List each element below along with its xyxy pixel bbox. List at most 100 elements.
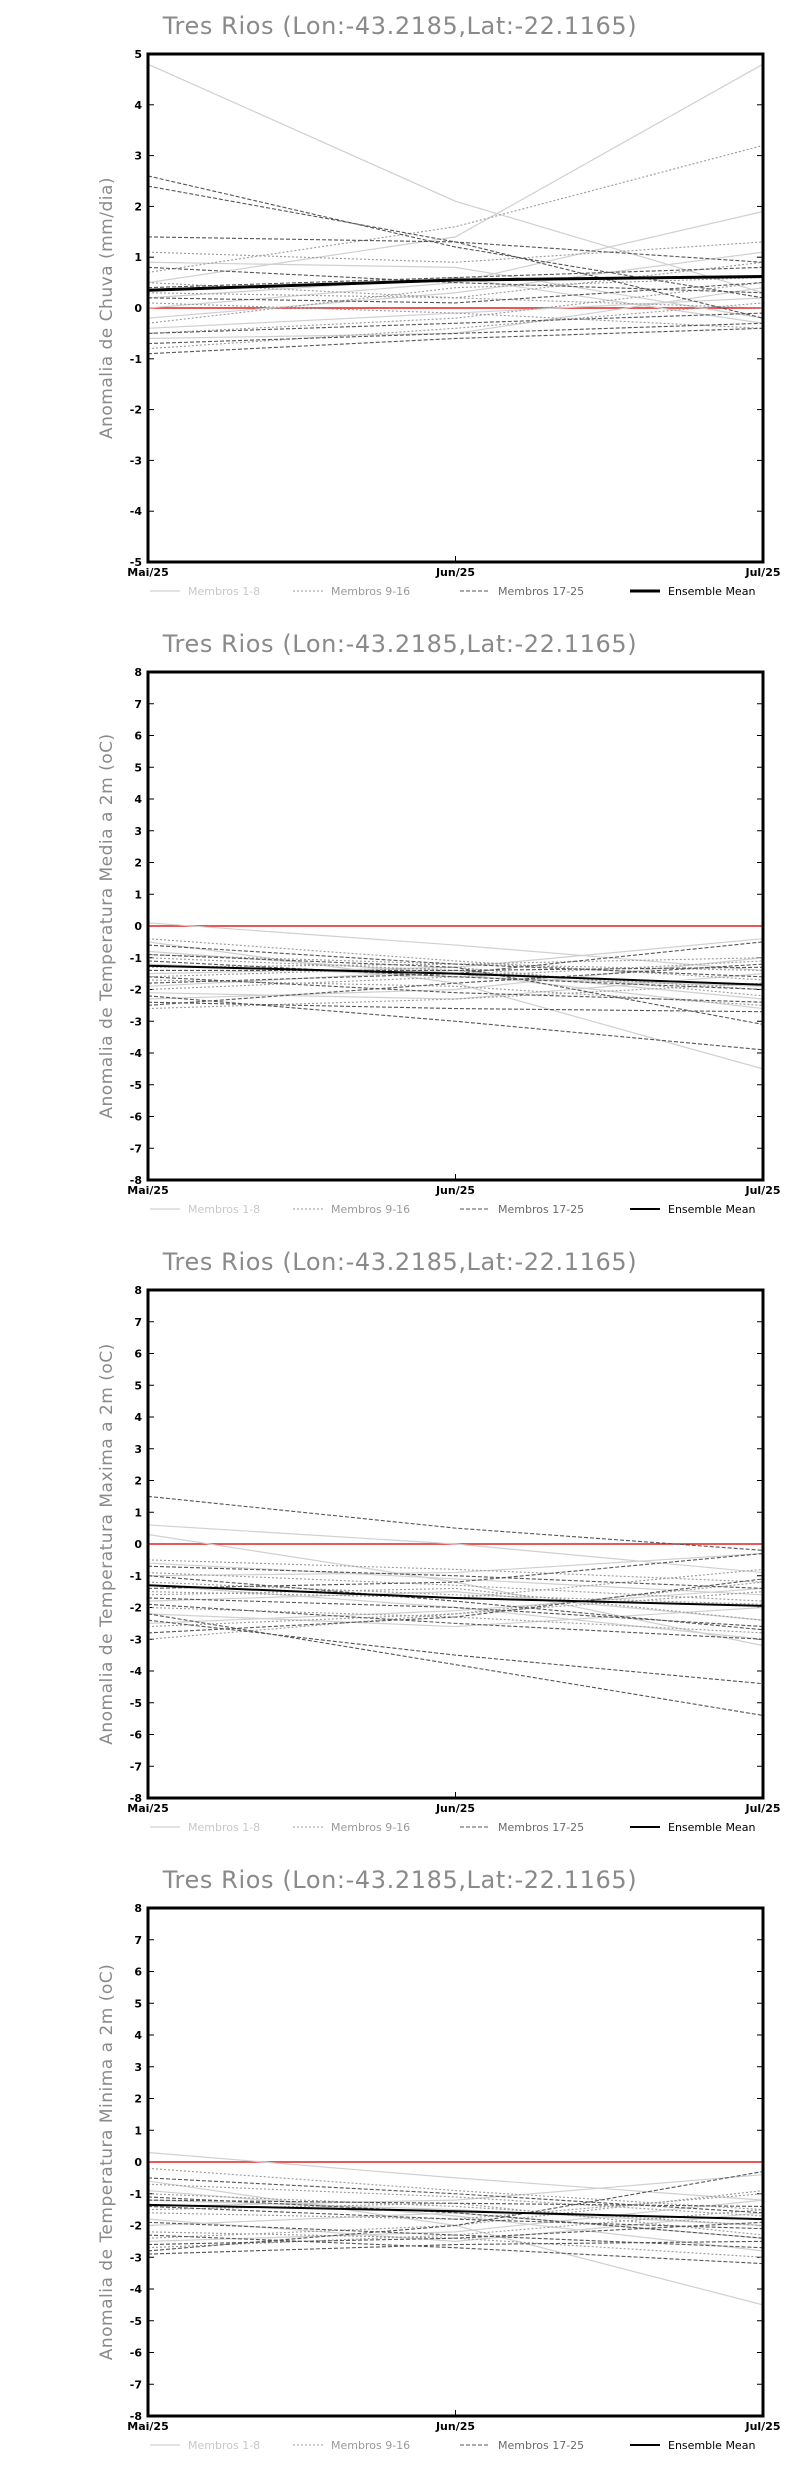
series-line-members-9-16 — [148, 2193, 763, 2220]
series-line-members-17-25 — [148, 976, 763, 1003]
chart-panel-3: Tres Rios (Lon:-43.2185,Lat:-22.1165) Ano… — [0, 1236, 800, 1854]
y-tick-label: -5 — [130, 1697, 142, 1710]
series-line-members-17-25 — [148, 1575, 763, 1631]
y-tick-label: -7 — [130, 1142, 142, 1155]
series-line-members-17-25 — [148, 185, 763, 319]
series-line-members-9-16 — [148, 2202, 763, 2236]
y-tick-label: 7 — [134, 1934, 142, 1947]
series-line-members-9-16 — [148, 954, 763, 965]
y-tick-label: 0 — [134, 1538, 142, 1551]
series-line-members-1-8 — [148, 63, 763, 284]
y-tick-label: 0 — [134, 302, 142, 315]
x-tick-label: Mai/25 — [127, 566, 168, 579]
series-line-members-9-16 — [148, 2231, 763, 2258]
legend-label: Membros 1-8 — [188, 2439, 260, 2452]
y-tick-label: 7 — [134, 1316, 142, 1329]
y-tick-label: -1 — [130, 353, 142, 366]
legend-label: Ensemble Mean — [668, 585, 755, 598]
y-tick-label: 5 — [134, 48, 142, 61]
series-line-members-17-25 — [148, 954, 763, 1025]
series-line-members-9-16 — [148, 938, 763, 981]
series-line-members-9-16 — [148, 144, 763, 273]
series-line-members-9-16 — [148, 276, 763, 324]
y-tick-label: 2 — [134, 857, 142, 870]
chart-title: Tres Rios (Lon:-43.2185,Lat:-22.1165) — [162, 1866, 637, 1894]
legend-label: Membros 9-16 — [331, 585, 410, 598]
y-tick-label: -2 — [130, 2220, 142, 2233]
y-tick-label: -5 — [130, 1079, 142, 1092]
x-tick-label: Jun/25 — [435, 1184, 475, 1197]
series-line-members-17-25 — [148, 1597, 763, 1628]
series-line-members-1-8 — [148, 261, 763, 319]
y-tick-label: -7 — [130, 2378, 142, 2391]
x-tick-label: Mai/25 — [127, 1802, 168, 1815]
series-line-ensemble-mean — [148, 964, 763, 986]
y-tick-label: 3 — [134, 1443, 142, 1456]
series-line-members-17-25 — [148, 1552, 763, 1589]
plot-lines-group — [148, 922, 763, 1070]
legend-label: Membros 17-25 — [498, 2439, 584, 2452]
y-tick-label: 1 — [134, 251, 142, 264]
series-line-members-9-16 — [148, 282, 763, 309]
y-tick-label: 3 — [134, 825, 142, 838]
legend-label: Membros 1-8 — [188, 1203, 260, 1216]
y-tick-label: 0 — [134, 2156, 142, 2169]
y-axis-label: Anomalia de Temperatura Minima a 2m (oC) — [97, 1964, 117, 2361]
series-line-members-17-25 — [148, 327, 763, 355]
y-tick-label: 8 — [134, 1284, 142, 1297]
series-line-members-1-8 — [148, 2174, 763, 2208]
series-line-members-9-16 — [148, 960, 763, 991]
series-line-members-9-16 — [148, 982, 763, 1010]
series-line-members-1-8 — [148, 922, 763, 972]
series-line-members-9-16 — [148, 241, 763, 263]
series-line-members-9-16 — [148, 957, 763, 991]
plot-frame — [146, 1906, 765, 2418]
series-line-members-9-16 — [148, 302, 763, 350]
series-line-members-17-25 — [148, 2240, 763, 2255]
y-tick-label: -3 — [130, 2251, 142, 2264]
y-tick-label: 5 — [134, 761, 142, 774]
legend-label: Ensemble Mean — [668, 1203, 755, 1216]
y-tick-label: -4 — [130, 1047, 143, 1060]
chart-panel-1: Tres Rios (Lon:-43.2185,Lat:-22.1165) Ano… — [0, 0, 800, 618]
series-line-members-1-8 — [148, 2199, 763, 2242]
y-tick-label: 5 — [134, 1379, 142, 1392]
x-tick-label: Jun/25 — [435, 2420, 475, 2433]
y-tick-label: -4 — [130, 1665, 143, 1678]
series-line-members-17-25 — [148, 960, 763, 991]
chart-svg: Tres Rios (Lon:-43.2185,Lat:-22.1165) Ano… — [97, 1866, 781, 2452]
series-line-members-17-25 — [148, 2205, 763, 2230]
y-axis-label: Anomalia de Chuva (mm/dia) — [97, 177, 117, 439]
y-tick-label: 1 — [134, 1506, 142, 1519]
y-tick-label: 2 — [134, 2093, 142, 2106]
plot-frame — [146, 1288, 765, 1800]
series-line-members-9-16 — [148, 1581, 763, 1605]
y-tick-label: 4 — [134, 2029, 142, 2042]
series-line-members-1-8 — [148, 1606, 763, 1628]
series-line-members-17-25 — [148, 175, 763, 299]
series-line-members-17-25 — [148, 1565, 763, 1589]
series-line-members-9-16 — [148, 2193, 763, 2227]
y-tick-label: -8 — [130, 2410, 142, 2423]
x-tick-label: Mai/25 — [127, 1184, 168, 1197]
series-line-members-17-25 — [148, 236, 763, 263]
series-line-members-1-8 — [148, 251, 763, 319]
series-line-members-9-16 — [148, 261, 763, 299]
series-line-members-1-8 — [148, 63, 763, 294]
plot-lines-group — [148, 1495, 763, 1716]
series-line-members-9-16 — [148, 1606, 763, 1634]
y-tick-label: -2 — [130, 1602, 142, 1615]
y-tick-label: -1 — [130, 2188, 142, 2201]
y-tick-label: 4 — [134, 1411, 142, 1424]
series-line-members-9-16 — [148, 1572, 763, 1602]
y-axis-label: Anomalia de Temperatura Maxima a 2m (oC) — [97, 1343, 117, 1745]
plot-lines-group — [148, 63, 763, 355]
y-tick-label: 6 — [134, 730, 142, 743]
y-tick-label: -4 — [130, 2283, 143, 2296]
y-tick-label: -2 — [130, 984, 142, 997]
legend-label: Membros 17-25 — [498, 1821, 584, 1834]
y-tick-label: 2 — [134, 1475, 142, 1488]
series-line-members-17-25 — [148, 312, 763, 334]
series-line-members-17-25 — [148, 2177, 763, 2214]
y-axis-label: Anomalia de Temperatura Media a 2m (oC) — [97, 733, 117, 1118]
